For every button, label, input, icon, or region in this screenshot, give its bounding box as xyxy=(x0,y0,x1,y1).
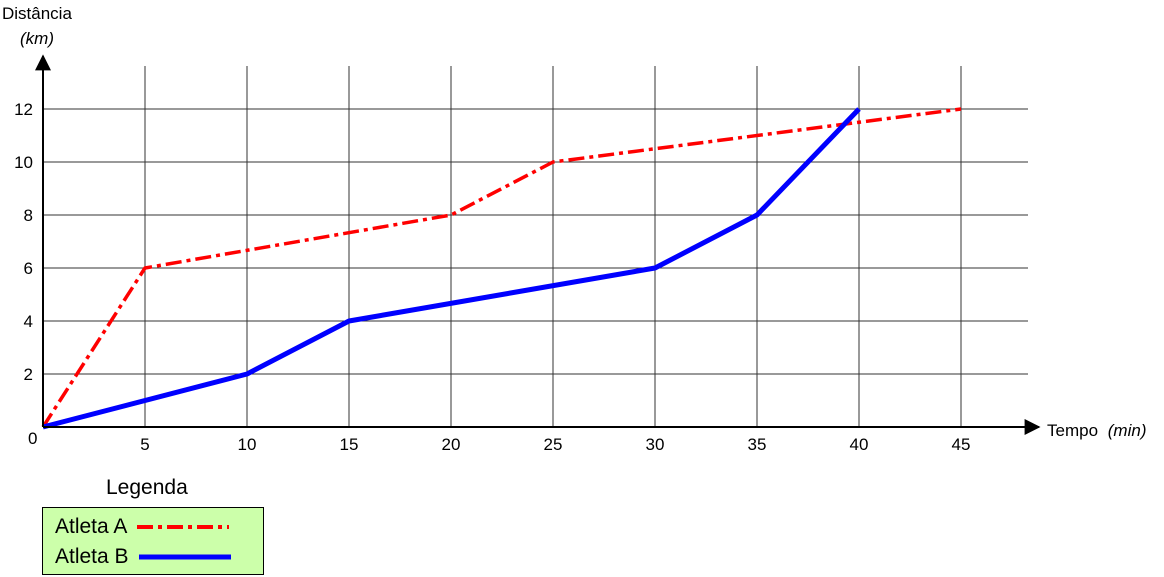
y-tick-label-10: 10 xyxy=(14,153,33,172)
x-tick-label-15: 15 xyxy=(340,435,359,454)
y-axis-unit: (km) xyxy=(20,29,54,48)
legend-label-atleta-b: Atleta B xyxy=(55,545,129,568)
y-tick-label-6: 6 xyxy=(24,259,33,278)
x-tick-label-40: 40 xyxy=(850,435,869,454)
origin-label: 0 xyxy=(28,429,37,448)
x-tick-label-25: 25 xyxy=(544,435,563,454)
legend-item-atleta-a: Atleta A xyxy=(55,513,230,541)
grid xyxy=(43,66,1028,427)
legend-item-atleta-b: Atleta B xyxy=(55,543,231,571)
x-tick-label-30: 30 xyxy=(646,435,665,454)
y-tick-label-12: 12 xyxy=(14,100,33,119)
x-axis-title-text: Tempo xyxy=(1047,421,1098,440)
series-lines xyxy=(41,107,962,430)
series-line-atleta-b xyxy=(42,107,861,430)
x-tick-label-20: 20 xyxy=(442,435,461,454)
y-tick-label-4: 4 xyxy=(24,312,33,331)
y-tick-label-2: 2 xyxy=(24,365,33,384)
x-axis-unit: (min) xyxy=(1108,421,1147,440)
tick-labels: 5 10 15 20 25 30 35 40 45 2 4 6 8 10 12 xyxy=(14,100,970,454)
y-tick-label-8: 8 xyxy=(24,206,33,225)
x-tick-label-5: 5 xyxy=(140,435,149,454)
series-line-atleta-a xyxy=(41,107,962,428)
x-tick-label-45: 45 xyxy=(952,435,971,454)
legend: Atleta A Atleta B xyxy=(42,507,264,575)
x-tick-label-10: 10 xyxy=(238,435,257,454)
legend-swatch-atleta-b xyxy=(138,554,231,560)
legend-label-atleta-a: Atleta A xyxy=(55,515,128,538)
axes xyxy=(35,54,1041,435)
legend-swatch-atleta-a xyxy=(137,525,230,529)
legend-title: Legenda xyxy=(106,476,188,499)
x-tick-label-35: 35 xyxy=(748,435,767,454)
y-axis-title: Distância xyxy=(2,4,72,23)
x-axis-title: Tempo (min) xyxy=(1047,421,1146,440)
